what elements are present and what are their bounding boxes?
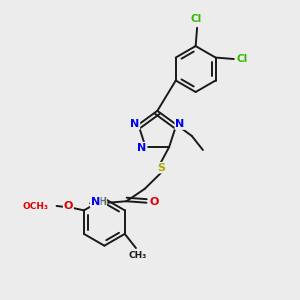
- Text: O: O: [64, 201, 73, 211]
- Text: H: H: [98, 197, 106, 207]
- Text: N: N: [91, 197, 100, 207]
- Text: N: N: [137, 142, 147, 153]
- Text: N: N: [130, 119, 140, 129]
- Text: O: O: [149, 197, 159, 207]
- Text: OCH₃: OCH₃: [23, 202, 49, 211]
- Text: Cl: Cl: [191, 14, 202, 24]
- Text: S: S: [157, 163, 165, 173]
- Text: N: N: [175, 119, 184, 129]
- Text: CH₃: CH₃: [128, 251, 146, 260]
- Text: Cl: Cl: [237, 54, 248, 64]
